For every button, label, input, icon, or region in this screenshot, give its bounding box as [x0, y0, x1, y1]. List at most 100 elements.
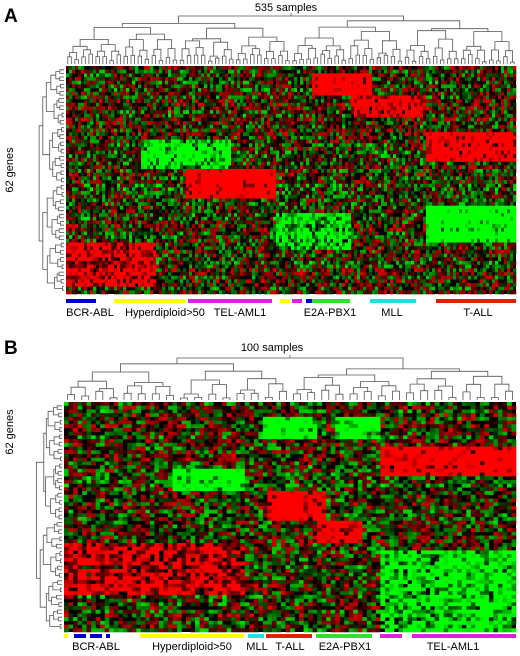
heatmap-cell: [273, 77, 277, 82]
heatmap-cell: [360, 183, 364, 188]
heatmap-cell: [366, 128, 370, 133]
heatmap-cell: [102, 117, 106, 122]
heatmap-cell: [408, 194, 412, 199]
heatmap-cell: [96, 168, 100, 173]
heatmap-cell: [510, 80, 514, 85]
heatmap-cell: [513, 132, 517, 137]
heatmap-cell: [150, 194, 154, 199]
heatmap-cell: [471, 73, 475, 78]
heatmap-cell: [444, 88, 448, 93]
heatmap-cell: [429, 157, 433, 162]
heatmap-cell: [105, 99, 109, 104]
heatmap-cell: [111, 194, 115, 199]
heatmap-cell: [480, 91, 484, 96]
heatmap-cell: [387, 183, 391, 188]
heatmap-cell: [111, 124, 115, 129]
heatmap-cell: [384, 66, 388, 70]
heatmap-cell: [369, 172, 373, 177]
heatmap-cell: [87, 95, 91, 100]
heatmap-cell: [477, 205, 481, 210]
heatmap-cell: [135, 157, 139, 162]
heatmap-cell: [261, 172, 265, 177]
heatmap-cell: [330, 165, 334, 170]
heatmap-cell: [267, 143, 271, 148]
heatmap-cell: [219, 183, 223, 188]
heatmap-cell: [72, 69, 76, 74]
heatmap-cell: [72, 132, 76, 137]
heatmap-cell: [285, 77, 289, 82]
heatmap-cell: [474, 99, 478, 104]
heatmap-cell: [99, 187, 103, 192]
heatmap-cell: [231, 73, 235, 78]
heatmap-cell: [168, 106, 172, 111]
heatmap-cell: [129, 66, 133, 70]
heatmap-cell: [207, 157, 211, 162]
heatmap-cell: [174, 113, 178, 118]
heatmap-cell: [270, 202, 274, 207]
heatmap-cell: [408, 69, 412, 74]
heatmap-cell: [294, 95, 298, 100]
heatmap-cell: [141, 205, 145, 210]
heatmap-cell: [201, 157, 205, 162]
heatmap-cell: [297, 146, 301, 151]
heatmap-cell: [150, 106, 154, 111]
heatmap-cell: [489, 77, 493, 82]
heatmap-cell: [306, 80, 310, 85]
heatmap-cell: [237, 80, 241, 85]
heatmap-cell: [399, 187, 403, 192]
heatmap-cell: [318, 117, 322, 122]
heatmap-cell: [378, 180, 382, 184]
heatmap-cell: [75, 106, 79, 111]
heatmap-cell: [507, 73, 511, 78]
heatmap-cell: [333, 150, 337, 155]
heatmap-cell: [93, 135, 97, 140]
heatmap-cell: [279, 168, 283, 173]
heatmap-cell: [186, 128, 190, 133]
heatmap-cell: [300, 205, 304, 210]
heatmap-cell: [348, 154, 352, 159]
heatmap-cell: [138, 191, 142, 196]
heatmap-cell: [357, 139, 361, 144]
heatmap-cell: [504, 77, 508, 82]
heatmap-cell: [474, 202, 478, 207]
heatmap-cell: [342, 150, 346, 155]
heatmap-cell: [207, 205, 211, 210]
heatmap-cell: [129, 202, 133, 207]
heatmap-cell: [423, 191, 427, 196]
heatmap-cell: [219, 150, 223, 155]
heatmap-cell: [252, 198, 256, 203]
heatmap-cell: [351, 110, 355, 115]
heatmap-cell: [231, 117, 235, 122]
heatmap-cell: [501, 187, 505, 192]
heatmap-cell: [390, 165, 394, 170]
heatmap-cell: [408, 84, 412, 89]
heatmap-cell: [396, 161, 400, 166]
heatmap-cell: [156, 80, 160, 85]
heatmap-cell: [402, 176, 406, 181]
heatmap-cell: [213, 139, 217, 144]
heatmap-cell: [159, 77, 163, 82]
heatmap-cell: [225, 209, 229, 214]
heatmap-cell: [477, 117, 481, 122]
heatmap-cell: [336, 194, 340, 199]
heatmap-cell: [78, 121, 82, 126]
heatmap-cell: [444, 91, 448, 96]
heatmap-cell: [93, 95, 97, 100]
heatmap-cell: [378, 191, 382, 196]
heatmap-cell: [204, 132, 208, 137]
heatmap-cell: [345, 113, 349, 118]
heatmap-cell: [501, 66, 505, 70]
heatmap-cell: [249, 198, 253, 203]
heatmap-cell: [90, 157, 94, 162]
heatmap-cell: [129, 106, 133, 111]
heatmap-cell: [327, 73, 331, 78]
heatmap-cell: [240, 150, 244, 155]
heatmap-cell: [285, 121, 289, 126]
heatmap-cell: [195, 139, 199, 144]
heatmap-cell: [246, 172, 250, 177]
heatmap-cell: [165, 143, 169, 148]
heatmap-cell: [330, 66, 334, 70]
heatmap-cell: [393, 143, 397, 148]
heatmap-cell: [348, 157, 352, 162]
heatmap-cell: [333, 165, 337, 170]
